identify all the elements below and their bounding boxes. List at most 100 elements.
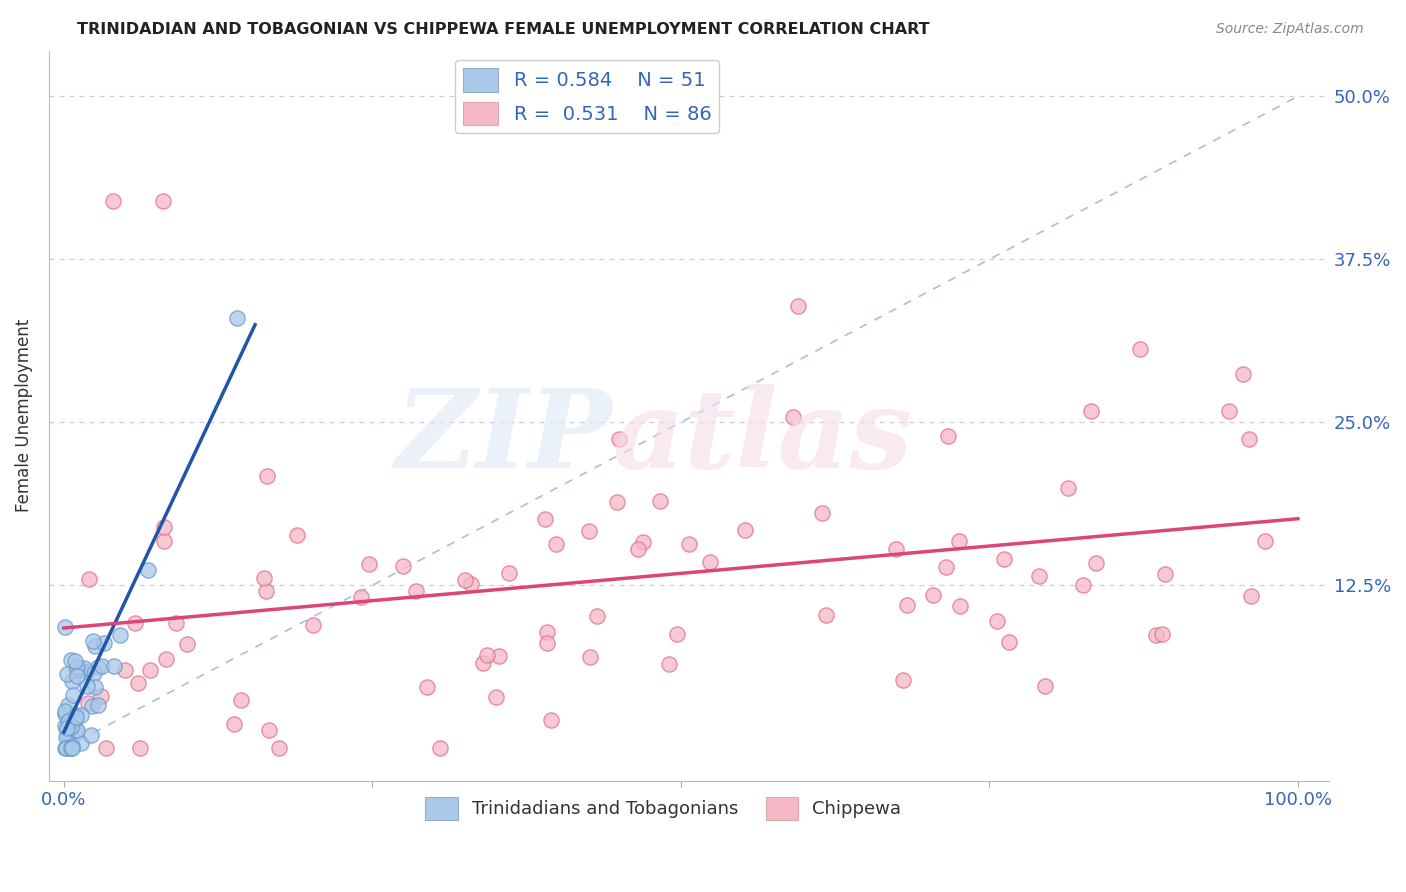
Point (488, 649, 510, 664)
Point (1154, 567, 1177, 582)
Point (786, 299, 808, 313)
Point (165, 615, 187, 630)
Text: atlas: atlas (612, 384, 912, 491)
Point (886, 542, 908, 557)
Point (56, 726, 79, 740)
Point (1218, 403, 1240, 417)
Point (66, 660, 89, 674)
Text: Source: ZipAtlas.com: Source: ZipAtlas.com (1216, 22, 1364, 37)
Point (55, 730, 77, 744)
Point (1150, 627, 1173, 641)
Point (359, 558, 381, 572)
Point (1129, 342, 1152, 356)
Point (53, 704, 76, 718)
Point (405, 583, 427, 598)
Point (103, 658, 125, 673)
Point (811, 506, 834, 520)
Point (76, 665, 98, 679)
Point (82, 634, 104, 648)
Point (936, 429, 959, 443)
Point (585, 609, 607, 624)
Point (815, 608, 838, 623)
Point (83, 680, 105, 694)
Legend: Trinidadians and Tobagonians, Chippewa: Trinidadians and Tobagonians, Chippewa (418, 790, 908, 827)
Point (87, 698, 110, 712)
Point (665, 627, 688, 641)
Point (949, 599, 972, 614)
Point (70, 736, 93, 750)
Point (350, 590, 373, 604)
Y-axis label: Female Unemployment: Female Unemployment (15, 319, 32, 513)
Point (53, 620, 76, 634)
Point (993, 552, 1015, 566)
Point (650, 493, 672, 508)
Point (127, 676, 149, 690)
Point (1057, 481, 1080, 495)
Point (84, 640, 107, 654)
Point (72, 660, 94, 674)
Point (56, 722, 79, 736)
Point (152, 194, 174, 208)
Point (1028, 568, 1050, 582)
Point (658, 657, 681, 671)
Point (1239, 432, 1261, 446)
Point (65, 710, 87, 724)
Point (77, 696, 100, 710)
Point (80, 728, 103, 742)
Point (631, 535, 654, 549)
Point (114, 663, 136, 677)
Point (578, 524, 600, 538)
Point (460, 577, 482, 591)
Point (229, 693, 252, 707)
Point (1085, 556, 1108, 570)
Point (56, 698, 79, 712)
Point (544, 536, 567, 550)
Point (153, 533, 176, 548)
Point (484, 690, 506, 705)
Point (579, 650, 602, 665)
Point (60, 741, 83, 756)
Point (53, 707, 76, 722)
Point (129, 741, 152, 756)
Point (986, 615, 1008, 629)
Point (1144, 628, 1167, 642)
Point (66, 668, 89, 682)
Point (70, 707, 93, 722)
Point (152, 520, 174, 534)
Point (391, 559, 413, 574)
Point (429, 741, 451, 756)
Point (77, 572, 100, 586)
Point (60, 739, 83, 754)
Point (60, 653, 83, 667)
Point (1080, 404, 1102, 418)
Point (1254, 534, 1277, 549)
Point (65, 708, 87, 723)
Point (734, 523, 756, 537)
Point (471, 656, 494, 670)
Point (124, 616, 146, 631)
Point (1240, 589, 1263, 603)
Point (62, 711, 84, 725)
Point (63, 654, 86, 668)
Point (475, 648, 498, 662)
Point (91, 658, 114, 673)
Point (60, 719, 83, 733)
Point (65, 663, 87, 677)
Point (108, 628, 131, 642)
Point (301, 618, 323, 632)
Point (782, 410, 804, 425)
Point (998, 634, 1021, 648)
Point (59, 720, 82, 734)
Point (269, 741, 291, 756)
Point (59, 741, 82, 756)
Point (627, 541, 650, 556)
Point (253, 571, 276, 585)
Point (891, 673, 914, 687)
Point (533, 512, 555, 526)
Point (498, 566, 520, 580)
Point (94, 741, 117, 756)
Point (225, 311, 247, 326)
Point (254, 584, 277, 599)
Point (536, 625, 558, 640)
Point (80, 698, 103, 713)
